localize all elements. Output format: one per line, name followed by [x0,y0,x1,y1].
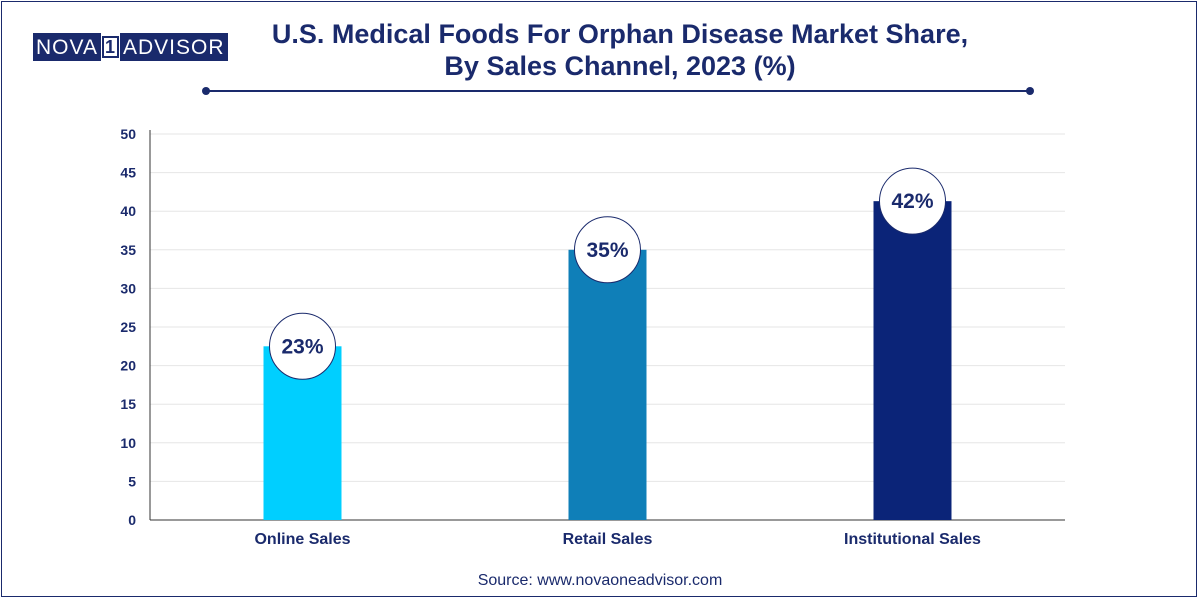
y-tick-label: 40 [120,203,136,219]
data-label: 35% [586,239,628,262]
brand-logo-part-a: NOVA [33,33,101,61]
source-note: Source: www.novaoneadvisor.com [477,572,723,589]
bar [568,249,647,521]
y-tick-label: 10 [120,435,136,451]
chart-title-line-1: U.S. Medical Foods For Orphan Disease Ma… [271,19,969,49]
bar [873,201,952,520]
y-tick-label: 45 [120,165,136,181]
y-tick-label: 20 [120,358,136,374]
title-divider-right-dot [1026,87,1034,95]
y-tick-label: 0 [128,512,136,528]
data-label-bubble [879,167,946,235]
brand-logo-part-b: ADVISOR [119,33,228,61]
brand-logo: NOVA 1 ADVISOR [33,33,228,61]
chart-title-line-2: By Sales Channel, 2023 (%) [444,51,796,81]
title-divider-left-dot [202,87,210,95]
data-label-bubble [574,216,641,284]
x-tick-label: Retail Sales [563,531,653,548]
chart-title: U.S. Medical Foods For Orphan Disease Ma… [210,18,1030,82]
data-label: 42% [891,190,933,213]
y-tick-label: 30 [120,280,136,296]
y-tick-label: 50 [120,126,136,142]
y-tick-label: 35 [120,242,136,258]
title-divider [202,87,1034,95]
data-label: 23% [281,335,323,358]
x-tick-label: Online Sales [254,531,350,548]
x-tick-label: Institutional Sales [844,531,981,548]
y-tick-label: 5 [128,473,136,489]
y-tick-label: 15 [120,396,136,412]
y-tick-label: 25 [120,319,136,335]
data-label-bubble [269,312,336,380]
brand-logo-number: 1 [101,36,119,58]
